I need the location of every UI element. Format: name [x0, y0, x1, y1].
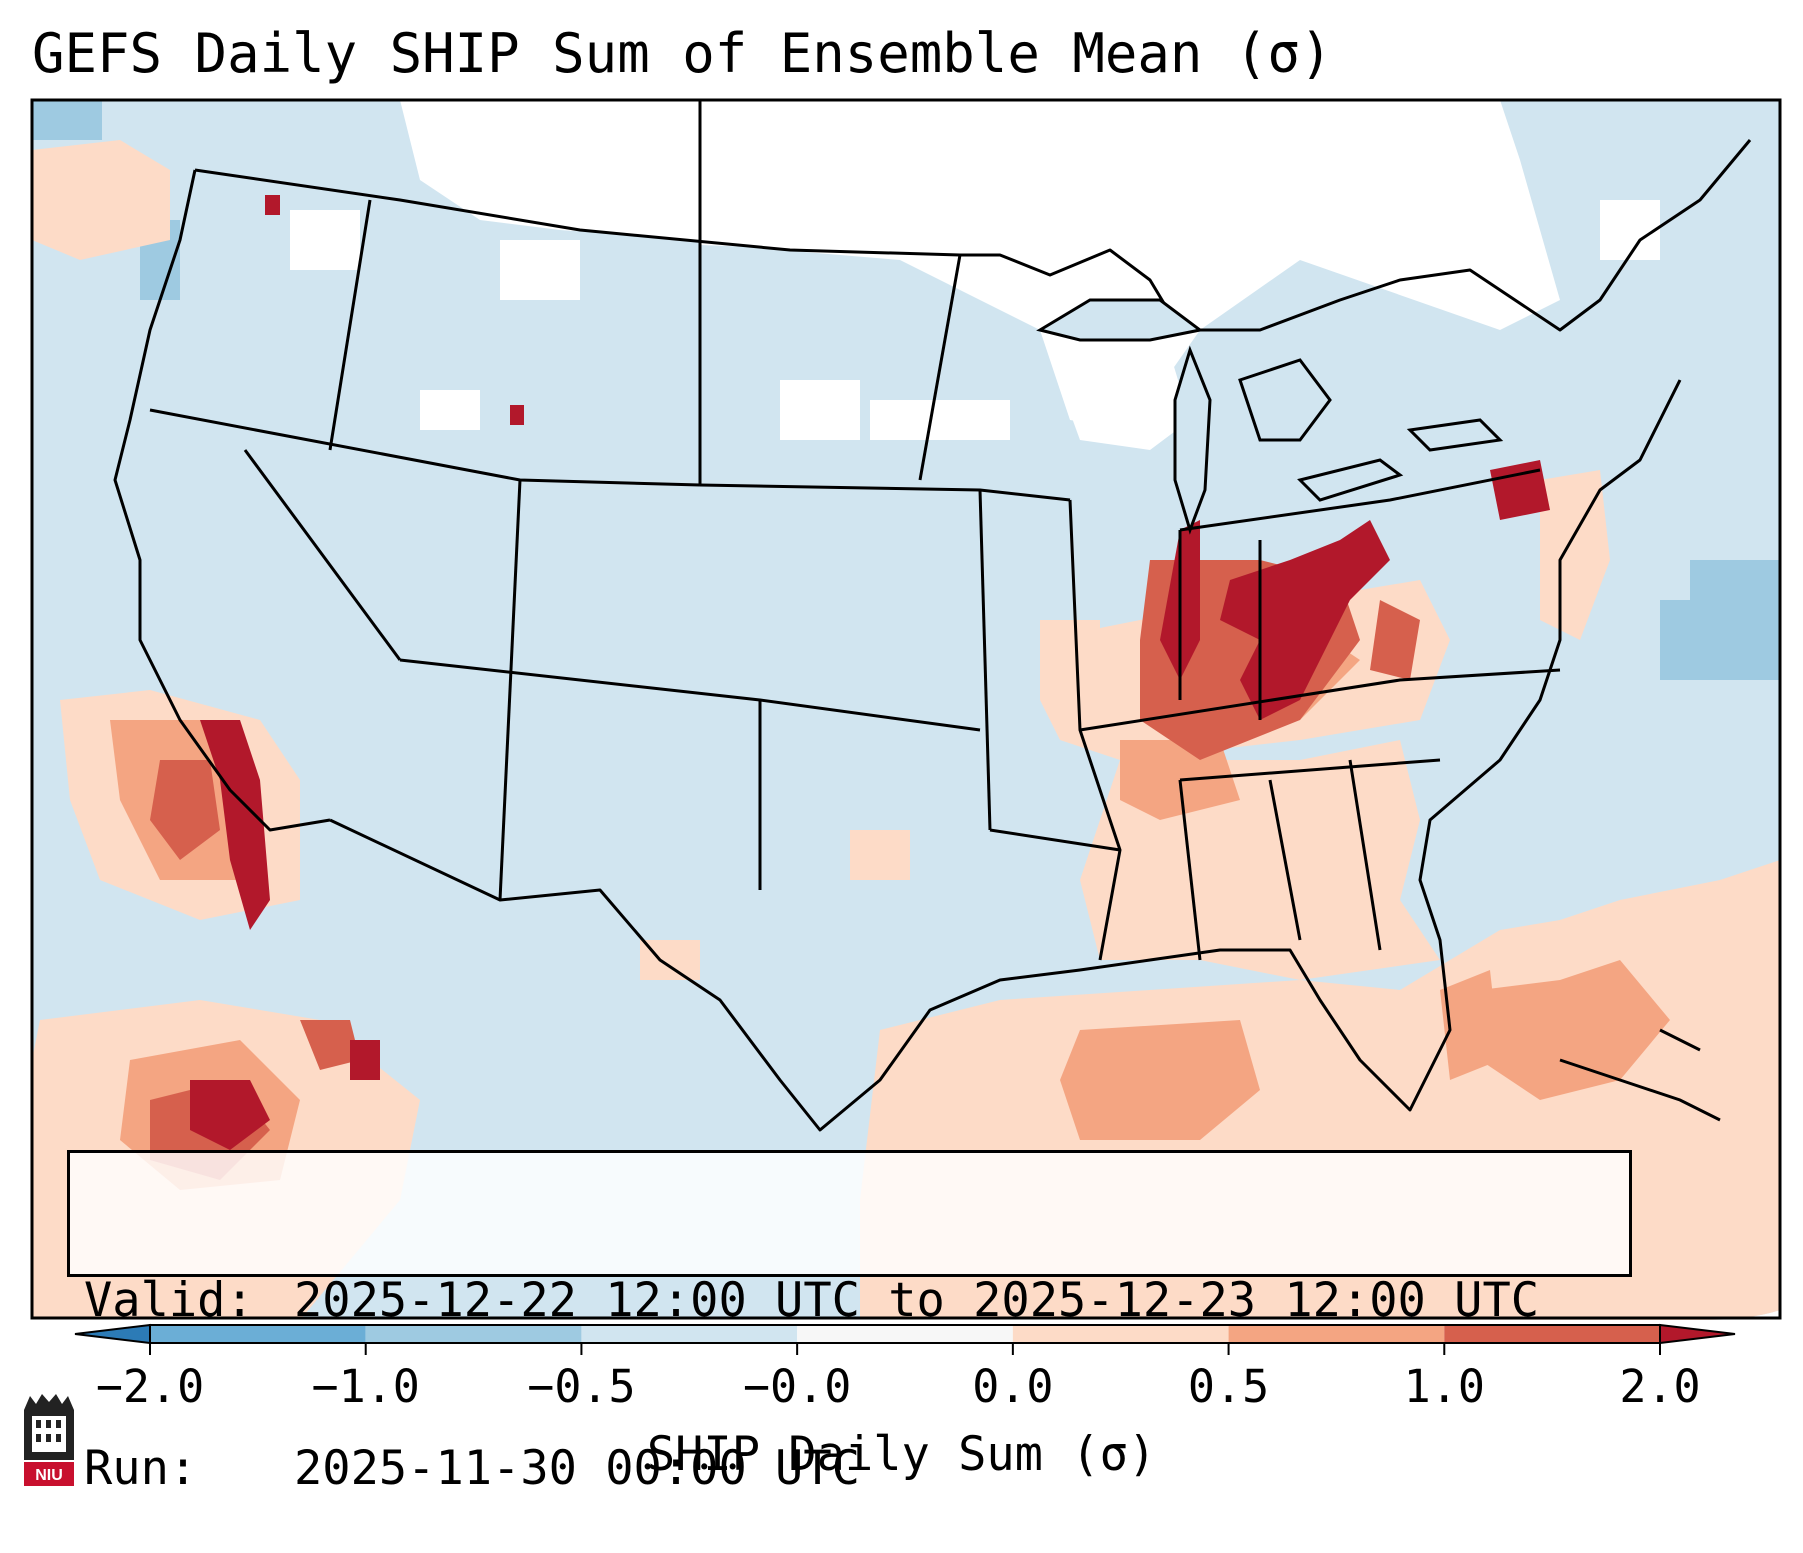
map-frame: [30, 98, 1782, 1320]
colorbar-tick-label: 2.0: [1619, 1360, 1701, 1413]
colorbar-extend-max: [1659, 1323, 1736, 1345]
neutral-field-regions: [290, 100, 1660, 450]
valid-value: 2025-12-22 12:00 UTC to 2025-12-23 12:00…: [294, 1273, 1540, 1328]
great-lakes: [1036, 298, 1504, 535]
info-box: Valid: 2025-12-22 12:00 UTC to 2025-12-23…: [67, 1150, 1632, 1496]
colorbar-segment: [797, 1325, 1013, 1343]
colorbar-segment: [1228, 1325, 1445, 1343]
run-value: 2025-11-30 00:00 UTC: [294, 1441, 860, 1496]
colorbar-tick-label: 0.0: [972, 1360, 1054, 1413]
caribbean-islands: [1559, 1028, 1721, 1122]
svg-text:NIU: NIU: [35, 1467, 63, 1484]
colorbar-segment: [365, 1325, 582, 1343]
niu-logo-icon: NIU: [24, 1394, 74, 1486]
colorbar-tick-label: 1.0: [1403, 1360, 1485, 1413]
colorbar-extend-min: [74, 1323, 151, 1345]
colorbar-tick-label: −0.5: [527, 1360, 636, 1413]
colorbar-segment: [1444, 1325, 1660, 1343]
valid-label: Valid:: [84, 1273, 254, 1328]
colorbar-tick-label: 0.5: [1187, 1360, 1270, 1413]
run-label: Run:: [84, 1441, 198, 1496]
colorbar-segment: [581, 1325, 798, 1343]
state-boundaries: [113, 100, 1752, 1132]
colorbar-segment: [150, 1325, 366, 1343]
page-title: GEFS Daily SHIP Sum of Ensemble Mean (σ): [32, 22, 1333, 85]
colorbar-label: SHIP Daily Sum (σ): [646, 1427, 1157, 1482]
colorbar-tick-label: −2.0: [95, 1360, 205, 1413]
negative-field-patches: [32, 100, 1780, 680]
colorbar-tick-label: −1.0: [311, 1360, 420, 1413]
colorbar: [74, 1323, 1736, 1355]
valid-row: Valid: 2025-12-22 12:00 UTC to 2025-12-23…: [84, 1273, 1615, 1329]
run-row: Run: 2025-11-30 00:00 UTC: [84, 1441, 1615, 1497]
colorbar-tick-label: −0.0: [742, 1360, 852, 1413]
colorbar-segment: [1012, 1325, 1229, 1343]
colorbar-outline: [149, 1324, 1661, 1344]
